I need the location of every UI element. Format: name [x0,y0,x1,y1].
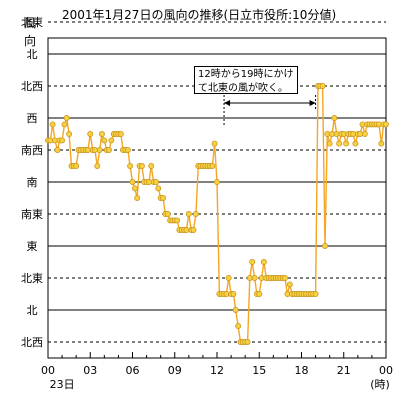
data-point [183,227,190,233]
x-tick-label: 18 [295,364,309,377]
data-point [66,131,73,137]
data-point [106,147,112,153]
data-point [98,131,105,137]
range-arrow-head-right [309,100,316,106]
data-point [326,140,333,147]
data-point [129,179,136,185]
data-point [174,217,181,224]
data-point [59,137,66,144]
annotation-line-1: 12時から19時にかけ [198,69,294,80]
x-tick-label: 00 [379,364,393,377]
data-point [49,121,56,128]
y-tick-label: 北 [27,304,38,317]
data-point [91,147,98,153]
y-axis-label-text: 風向 [23,14,37,50]
data-point [155,185,162,192]
data-point [131,185,138,192]
x-tick-label: 15 [252,364,266,377]
data-point [361,131,368,137]
data-point [108,137,115,144]
data-point [192,211,199,217]
data-point [331,115,338,121]
y-tick-label: 南西 [21,144,43,157]
y-tick-label: 北東 [21,272,43,285]
y-axis-label-char: 向 [23,34,36,48]
y-tick-label: 北西 [21,80,43,93]
x-tick-label: 12 [210,364,224,377]
data-point [235,323,242,329]
y-tick-label: 北 [27,48,38,61]
data-point [312,291,319,297]
data-point [322,243,328,249]
data-point [352,140,359,147]
x-tick-label: 00 [41,364,55,377]
data-point [134,195,141,201]
y-axis-label-char: 風 [23,16,36,30]
y-tick-label: 南 [27,176,38,189]
data-point [148,163,155,169]
data-point [61,121,68,128]
data-point [383,121,389,128]
data-point [378,140,385,147]
data-point [138,163,145,169]
y-tick-label: 東 [27,240,38,253]
x-date-label: 23日 [50,378,75,391]
data-point [251,275,258,281]
chart-title: 2001年1月27日の風向の推移(日立市役所:10分値) [62,8,337,22]
x-tick-label: 09 [168,364,182,377]
data-point [164,211,171,217]
data-point [153,179,159,185]
y-tick-label: 北西 [21,336,43,349]
data-point [87,131,94,137]
data-point [160,195,167,201]
data-point [246,275,253,281]
x-tick-label: 06 [126,364,140,377]
data-point [214,179,220,185]
range-arrow-head-left [224,100,231,106]
data-point [244,339,251,345]
data-point [260,259,267,265]
data-point [282,275,288,281]
y-tick-label: 南東 [21,208,43,221]
x-tick-label: 03 [83,364,97,377]
data-point [256,291,263,297]
data-point [190,227,197,233]
data-point [94,163,101,169]
x-tick-label: 21 [337,364,351,377]
data-point [359,121,366,128]
annotation-box: 12時から19時にかけ て北東の風が吹く。 [194,66,298,94]
data-point [343,140,350,147]
y-tick-label: 北東 [21,16,43,29]
data-point [225,275,232,281]
data-point [101,137,108,144]
data-point [209,163,216,169]
data-point [324,131,331,137]
data-point [73,163,80,169]
annotation-line-2: て北東の風が吹く。 [198,83,288,94]
data-point [249,259,256,265]
data-point [63,115,70,121]
data-point [336,140,343,147]
data-point [286,281,293,288]
y-tick-label: 西 [27,112,38,125]
data-point [211,140,218,147]
data-point [96,147,103,153]
data-point [84,147,91,153]
data-point [232,307,239,313]
y-axis-label: 風向 [23,14,37,50]
data-point [185,211,192,217]
data-point [319,83,326,89]
data-point [127,163,134,169]
data-point [230,291,237,297]
x-unit-label: (時) [370,378,390,391]
data-point [124,147,131,153]
data-point [117,131,124,137]
data-point [54,147,61,153]
